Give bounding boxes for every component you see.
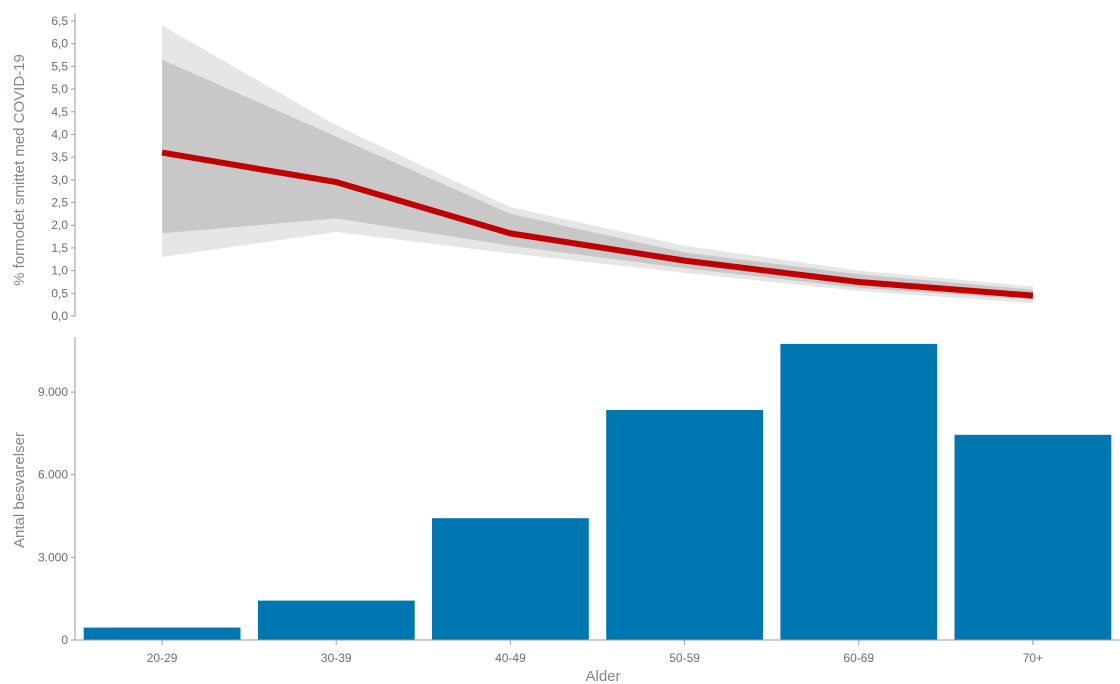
x-axis-title: Alder — [585, 668, 620, 684]
top-y-tick-label: 2,5 — [51, 196, 68, 210]
x-tick-label: 50-59 — [669, 651, 700, 665]
bottom-y-tick-label: 9.000 — [38, 385, 68, 399]
top-panel-line-chart: 0,0 0,5 1,0 1,5 2,0 2,5 3,0 3,5 4,0 4,5 5,0 5,5 6,0 6… — [51, 14, 1034, 323]
top-y-tick-label: 0,0 — [51, 309, 68, 323]
top-y-tick-label: 4,0 — [51, 127, 68, 141]
bottom-panel-bar-chart: 0 3.000 6.000 9.000 20-29 30-39 40-49 50-59 60-6… — [38, 337, 1120, 665]
top-y-tick-label: 3,0 — [51, 173, 68, 187]
x-tick-label: 20-29 — [147, 651, 178, 665]
bottom-y-tick-label: 6.000 — [38, 468, 68, 482]
bar-60-69 — [780, 343, 938, 640]
bar-30-39 — [257, 600, 415, 640]
top-y-tick-label: 5,0 — [51, 82, 68, 96]
top-y-tick-label: 3,5 — [51, 150, 68, 164]
bar-70+ — [954, 434, 1112, 640]
bar-50-59 — [606, 410, 763, 640]
top-y-tick-label: 6,5 — [51, 14, 68, 28]
estimate-line — [161, 149, 1034, 299]
top-y-tick-label: 4,5 — [51, 105, 68, 119]
x-tick-label: 40-49 — [495, 651, 526, 665]
x-tick-label: 60-69 — [843, 651, 874, 665]
bottom-y-axis-title: Antal besvarelser — [11, 432, 28, 548]
top-y-tick-label: 1,0 — [51, 264, 68, 278]
top-y-tick-label: 5,5 — [51, 59, 68, 73]
x-tick-label: 70+ — [1023, 651, 1043, 665]
top-y-tick-label: 0,5 — [51, 286, 68, 300]
top-y-tick-label: 1,5 — [51, 241, 68, 255]
bottom-y-tick-label: 3.000 — [38, 550, 68, 564]
top-y-tick-label: 2,0 — [51, 218, 68, 232]
x-tick-label: 30-39 — [321, 651, 352, 665]
outer-confidence-band — [162, 25, 1033, 304]
top-y-axis-title: % formodet smittet med COVID-19 — [11, 54, 28, 286]
bottom-y-tick-label: 0 — [61, 633, 68, 647]
top-y-tick-label: 6,0 — [51, 37, 68, 51]
inner-confidence-band — [162, 59, 1033, 300]
bar-40-49 — [432, 518, 589, 640]
bar-20-29 — [83, 627, 241, 640]
